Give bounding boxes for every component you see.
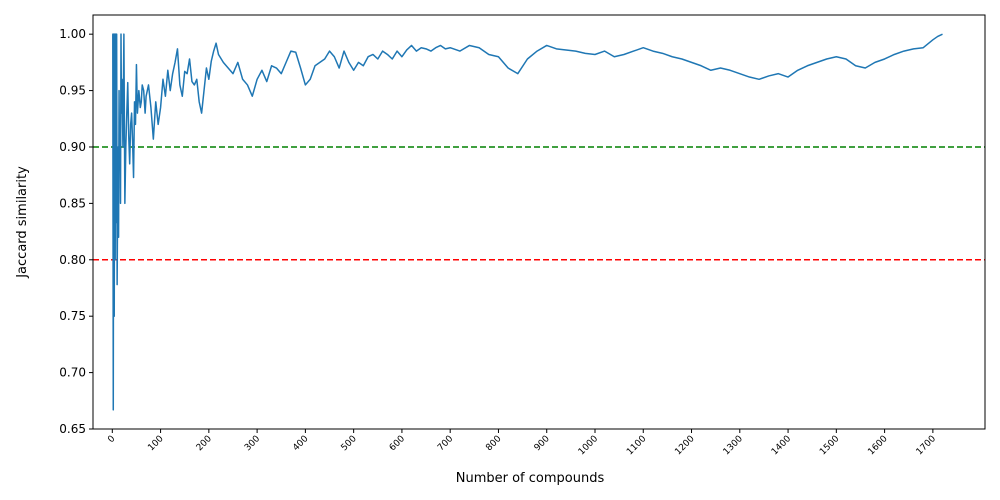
series-line-0	[112, 33, 943, 411]
x-tick-label: 1700	[915, 434, 938, 457]
x-tick-label: 1100	[625, 434, 648, 457]
x-tick-label: 1200	[673, 434, 696, 457]
x-tick-label: 500	[340, 434, 359, 453]
y-tick-label: 0.70	[59, 366, 86, 380]
x-tick-label: 400	[291, 434, 310, 453]
x-tick-label: 1600	[866, 434, 889, 457]
plot-area	[93, 15, 985, 429]
series-layer	[112, 33, 943, 411]
y-axis-ticks: 0.65 0.70 0.75 0.80 0.85 0.90 0.95 1.00	[59, 27, 93, 436]
x-tick-label: 1500	[818, 434, 841, 457]
y-tick-label: 0.80	[59, 253, 86, 267]
x-tick-label: 200	[195, 434, 214, 453]
y-tick-label: 0.95	[59, 84, 86, 98]
x-tick-label: 900	[533, 434, 552, 453]
x-tick-label: 100	[146, 434, 165, 453]
y-tick-label: 1.00	[59, 27, 86, 41]
y-tick-label: 0.90	[59, 140, 86, 154]
reference-lines	[93, 146, 985, 261]
plot-frame	[92, 14, 986, 430]
y-tick-label: 0.75	[59, 309, 86, 323]
x-tick-label: 1400	[770, 434, 793, 457]
x-axis-ticks: 0 100 200 300 400 500 600 700 800 900 1000 1100 1200…	[106, 429, 938, 457]
x-tick-label: 600	[388, 434, 407, 453]
x-tick-label: 800	[484, 434, 503, 453]
x-tick-label: 300	[243, 434, 262, 453]
x-tick-label: 1000	[577, 434, 600, 457]
x-tick-label: 700	[436, 434, 455, 453]
y-axis-title: Jaccard similarity	[15, 166, 30, 279]
y-tick-label: 0.65	[59, 422, 86, 436]
x-axis-title: Number of compounds	[456, 471, 605, 486]
x-tick-label: 0	[106, 434, 117, 445]
y-tick-label: 0.85	[59, 196, 86, 210]
x-tick-label: 1300	[722, 434, 745, 457]
